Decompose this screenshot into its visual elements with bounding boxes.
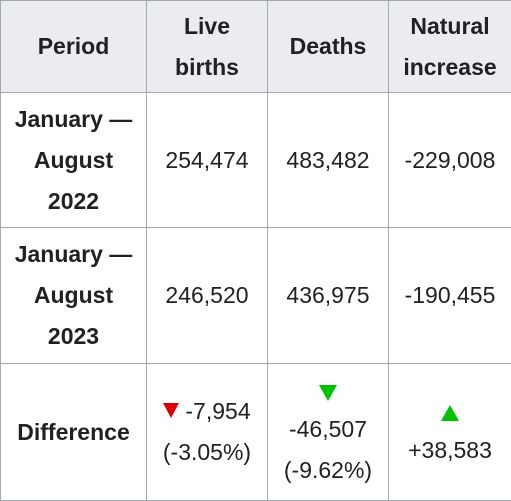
deaths-cell: 483,482	[268, 93, 389, 228]
period-line: August	[5, 275, 142, 316]
difference-deaths-value: -46,507	[272, 409, 384, 450]
difference-natural-increase-value: +38,583	[393, 430, 507, 471]
live-births-cell: 254,474	[147, 93, 268, 228]
period-line: 2022	[5, 181, 142, 222]
period-cell: January — August 2022	[1, 93, 147, 228]
header-deaths: Deaths	[268, 1, 389, 93]
table-row: January — August 2023 246,520 436,975 -1…	[1, 228, 511, 364]
difference-deaths-percent: (-9.62%)	[272, 450, 384, 491]
header-live-births: Live births	[147, 1, 268, 93]
period-line: January —	[5, 234, 142, 275]
live-births-cell: 246,520	[147, 228, 268, 364]
period-line: 2023	[5, 316, 142, 357]
period-line: January —	[5, 99, 142, 140]
difference-live-births-value: -7,954	[185, 398, 250, 424]
period-line: August	[5, 140, 142, 181]
difference-live-births-line: -7,954	[151, 391, 263, 432]
difference-deaths-cell: -46,507 (-9.62%)	[268, 364, 389, 501]
table-row: January — August 2022 254,474 483,482 -2…	[1, 93, 511, 228]
natural-increase-cell: -190,455	[389, 228, 511, 364]
increase-green-triangle-icon	[441, 405, 459, 421]
header-natural-increase: Natural increase	[389, 1, 511, 93]
decrease-green-triangle-icon	[319, 385, 337, 401]
period-cell: January — August 2023	[1, 228, 147, 364]
difference-label: Difference	[1, 364, 147, 501]
difference-row: Difference -7,954 (-3.05%) -46,507 (-9.6…	[1, 364, 511, 501]
header-period: Period	[1, 1, 147, 93]
difference-live-births-percent: (-3.05%)	[151, 432, 263, 473]
difference-natural-increase-cell: +38,583	[389, 364, 511, 501]
natural-increase-cell: -229,008	[389, 93, 511, 228]
header-row: Period Live births Deaths Natural increa…	[1, 1, 511, 93]
decrease-red-triangle-icon	[163, 403, 179, 418]
difference-natural-increase-indicator	[393, 394, 507, 430]
difference-deaths-indicator	[272, 373, 384, 409]
deaths-cell: 436,975	[268, 228, 389, 364]
difference-live-births-cell: -7,954 (-3.05%)	[147, 364, 268, 501]
